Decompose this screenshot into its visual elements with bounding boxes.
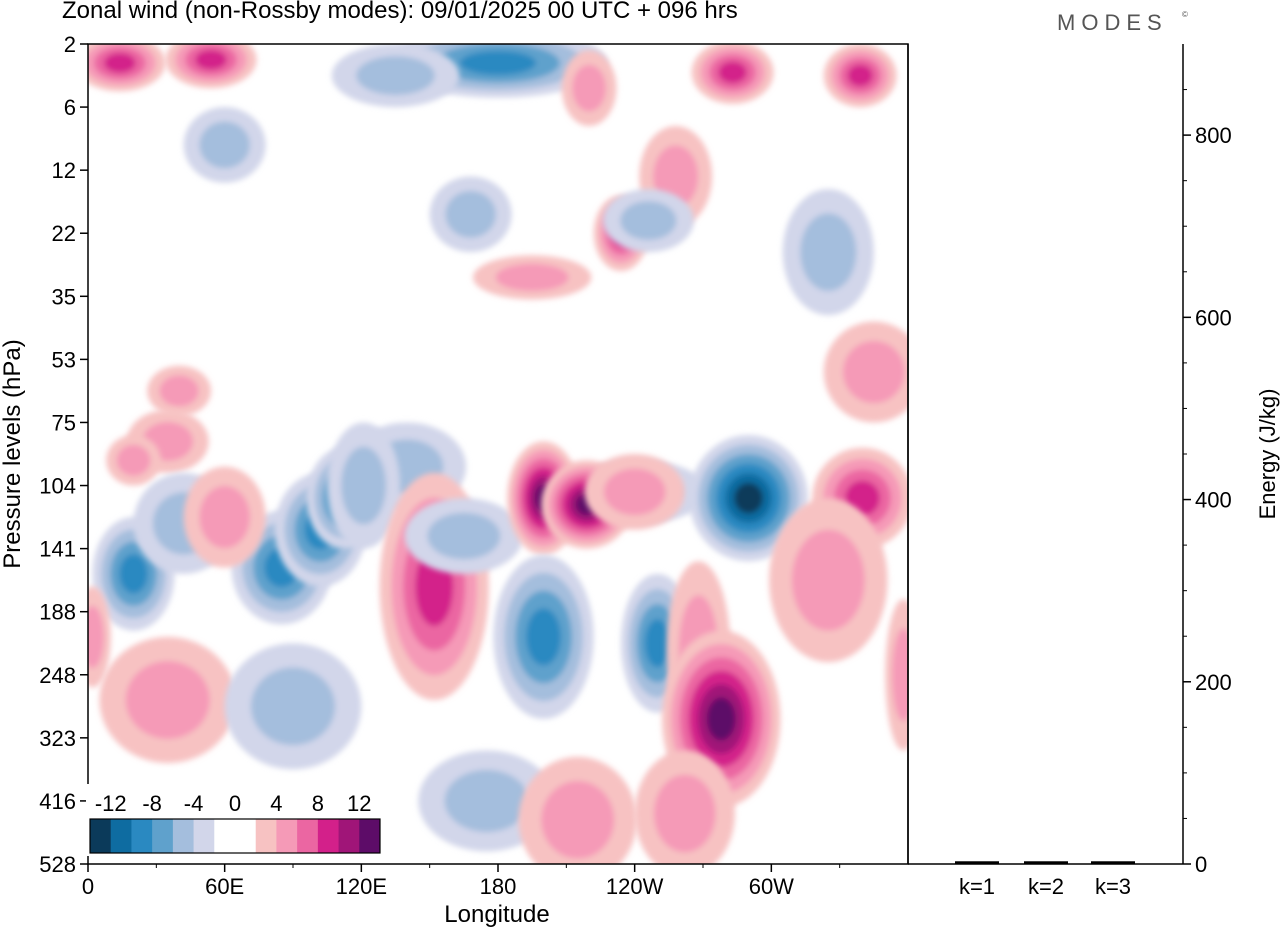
energy-axis-label: Energy (J/kg)	[1255, 389, 1280, 520]
wind-blob	[106, 435, 161, 486]
wind-blob	[782, 189, 874, 316]
energy-tick-label: 200	[1195, 670, 1232, 695]
wind-blob	[769, 498, 888, 663]
energy-bar	[1091, 861, 1135, 864]
x-tick-label: 60E	[205, 874, 244, 899]
y-axis: 2 6 12 22 35 53 75 104 141 188 248 323 416 528	[39, 32, 88, 877]
colorbar-swatch	[359, 819, 381, 853]
wind-blob	[493, 554, 594, 719]
energy-panel: 0 200 400 600 800 k=1 k=2 k=3	[907, 44, 1232, 899]
colorbar-label: 12	[347, 791, 371, 816]
colorbar-swatch	[152, 819, 174, 853]
x-axis-label: Longitude	[444, 901, 549, 928]
brand-mark: ©	[1182, 10, 1188, 19]
wind-blob	[662, 630, 781, 808]
colorbar-swatch	[193, 819, 215, 853]
colorbar-swatch	[255, 819, 277, 853]
wind-blob	[183, 466, 266, 568]
wind-blob	[823, 321, 908, 423]
wind-blob	[689, 435, 808, 562]
colorbar-label: -4	[184, 791, 204, 816]
wind-blob	[331, 44, 460, 108]
energy-category-label: k=1	[959, 874, 995, 899]
x-tick-label: 180	[480, 874, 517, 899]
x-tick-label: 120E	[336, 874, 387, 899]
colorbar-swatch	[172, 819, 195, 853]
brand-logo: MODES	[1057, 10, 1168, 35]
wind-blob	[634, 750, 735, 864]
colorbar-swatch	[131, 819, 153, 853]
energy-category-label: k=3	[1095, 874, 1131, 899]
y-tick-label: 53	[52, 347, 76, 372]
y-tick-label: 2	[64, 32, 76, 57]
y-tick-label: 104	[39, 474, 76, 499]
wind-blob	[584, 454, 685, 530]
colorbar-swatch	[235, 819, 257, 853]
colorbar: -12 -8 -4 0 4 8 12	[86, 784, 384, 856]
wind-blob	[404, 498, 524, 574]
wind-blob	[602, 189, 694, 253]
colorbar-swatch	[110, 819, 132, 853]
wind-blob	[147, 365, 211, 417]
colorbar-swatch	[276, 819, 298, 853]
colorbar-label: -12	[95, 791, 127, 816]
wind-field	[88, 44, 908, 864]
wind-blob	[472, 255, 592, 300]
wind-blob	[691, 44, 774, 104]
y-tick-label: 141	[39, 537, 76, 562]
wind-blob	[327, 422, 401, 549]
energy-tick-label: 0	[1195, 852, 1207, 877]
wind-blob	[518, 756, 637, 864]
energy-tick-label: 800	[1195, 123, 1232, 148]
colorbar-swatch	[317, 819, 340, 853]
y-tick-label: 416	[39, 789, 76, 814]
wind-blob	[885, 599, 908, 751]
chart-title: Zonal wind (non-Rossby modes): 09/01/202…	[62, 0, 738, 24]
y-tick-label: 323	[39, 726, 76, 751]
colorbar-label: 0	[229, 791, 241, 816]
y-tick-label: 528	[39, 852, 76, 877]
wind-blob	[429, 176, 512, 253]
y-tick-label: 22	[52, 221, 76, 246]
y-tick-label: 75	[52, 410, 76, 435]
x-tick-label: 60W	[749, 874, 794, 899]
colorbar-swatch	[90, 819, 112, 853]
wind-blob	[561, 50, 617, 126]
x-tick-label: 120W	[606, 874, 664, 899]
y-tick-label: 248	[39, 663, 76, 688]
x-tick-label: 0	[82, 874, 94, 899]
wind-blob	[88, 586, 111, 688]
energy-tick-label: 400	[1195, 488, 1232, 513]
energy-bar	[955, 861, 999, 864]
wind-blob	[88, 44, 166, 92]
energy-bar	[1024, 861, 1068, 864]
y-tick-label: 188	[39, 600, 76, 625]
y-axis-label: Pressure levels (hPa)	[0, 339, 26, 568]
wind-blob	[823, 44, 897, 108]
y-tick-label: 35	[52, 284, 76, 309]
energy-tick-label: 600	[1195, 305, 1232, 330]
wind-blob	[183, 107, 266, 183]
energy-category-label: k=2	[1028, 874, 1064, 899]
colorbar-swatch	[338, 819, 360, 853]
colorbar-frame	[89, 818, 381, 854]
colorbar-label: 4	[270, 791, 282, 816]
x-axis: 0 60E 120E 180 120W 60W	[82, 864, 841, 899]
y-tick-label: 6	[64, 95, 76, 120]
y-tick-label: 12	[52, 158, 76, 183]
wind-blob	[165, 44, 257, 89]
wind-blob	[99, 636, 237, 764]
wind-blob	[224, 643, 362, 770]
colorbar-label: -8	[142, 791, 162, 816]
colorbar-swatch	[297, 819, 319, 853]
colorbar-swatch	[214, 819, 236, 853]
colorbar-label: 8	[312, 791, 324, 816]
